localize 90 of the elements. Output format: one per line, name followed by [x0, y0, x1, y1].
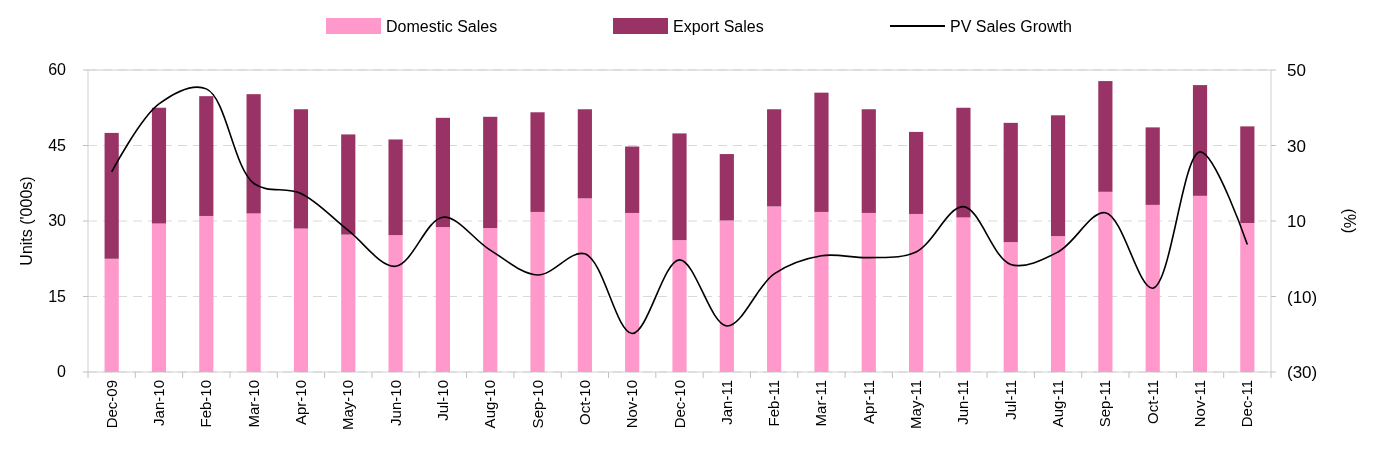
x-tick-label: Apr-10 [291, 380, 309, 426]
x-tick-label: Nov-10 [623, 380, 641, 429]
bar [909, 131, 924, 214]
bar [1192, 85, 1208, 196]
y2-tick-label: 30 [1287, 136, 1306, 156]
x-tick-label: Mar-11 [812, 380, 830, 427]
bar [1098, 191, 1113, 372]
bar [246, 213, 261, 372]
bar [1240, 223, 1255, 372]
legend-label: Export Sales [673, 18, 764, 35]
bar [104, 258, 119, 372]
x-tick-label: Jul-11 [1001, 380, 1019, 420]
bar [483, 228, 498, 372]
bar [530, 112, 545, 212]
bar [1192, 195, 1208, 372]
bar [1145, 204, 1160, 372]
x-tick-label: Sep-10 [528, 380, 546, 429]
x-tick-label: Oct-10 [575, 380, 593, 426]
bar [625, 212, 640, 372]
bar [151, 107, 167, 224]
bar [435, 117, 450, 228]
x-tick-label: May-10 [339, 380, 357, 431]
bar [199, 96, 214, 216]
bar [1050, 115, 1066, 237]
bar [672, 133, 687, 241]
bar [909, 213, 924, 372]
y2-tick-label: 10 [1287, 212, 1306, 231]
bar [388, 139, 403, 236]
bar [199, 215, 214, 372]
x-tick-label: Jun-10 [386, 380, 404, 426]
bar [246, 94, 261, 214]
bar [1003, 242, 1018, 372]
bar [293, 228, 309, 372]
x-tick-label: Dec-10 [670, 380, 688, 429]
x-tick-label: Mar-10 [244, 380, 262, 428]
x-tick-label: Jun-11 [954, 380, 972, 425]
x-tick-label: May-11 [907, 380, 925, 429]
bar [577, 198, 592, 372]
bar [861, 212, 876, 372]
bar [767, 206, 782, 372]
bar [104, 132, 119, 259]
bar [672, 240, 687, 372]
y-tick-label: 60 [48, 61, 67, 78]
x-tick-label: Jan-11 [717, 380, 735, 425]
x-tick-label: Apr-11 [859, 380, 877, 424]
bar [1145, 127, 1160, 205]
bar [293, 109, 309, 229]
bar [1003, 122, 1018, 243]
bar [861, 109, 876, 213]
bar [1050, 236, 1066, 372]
bar [435, 227, 450, 372]
y2-tick-label: 50 [1287, 61, 1306, 80]
bar [151, 223, 167, 372]
bar [814, 211, 829, 372]
x-tick-label: Aug-10 [481, 380, 499, 429]
bar [530, 211, 545, 372]
bar [956, 107, 971, 218]
bar [1098, 81, 1113, 192]
y-tick-label: 15 [48, 287, 67, 305]
x-tick-label: Jan-10 [149, 380, 167, 426]
y-axis-title: Units ('000s) [18, 176, 35, 266]
x-tick-label: Aug-11 [1049, 380, 1067, 428]
bar [956, 217, 971, 372]
bar [719, 154, 734, 221]
y2-axis-title: (%) [1341, 208, 1358, 234]
x-tick-label: Sep-11 [1096, 380, 1114, 428]
bar [483, 116, 498, 229]
bar [577, 109, 592, 199]
x-tick-label: Feb-11 [765, 380, 783, 427]
x-tick-label: Nov-11 [1191, 380, 1209, 428]
bar [767, 109, 782, 207]
y-tick-label: 30 [48, 212, 67, 229]
y-tick-label: 0 [57, 363, 67, 380]
bar [625, 146, 640, 213]
x-tick-label: Dec-11 [1238, 380, 1256, 428]
bar [814, 92, 829, 212]
x-tick-label: Jul-10 [433, 380, 451, 421]
y2-tick-label: (10) [1287, 287, 1318, 307]
bar [719, 220, 734, 372]
bar [341, 134, 356, 235]
bar [341, 234, 356, 372]
bar [1240, 126, 1255, 224]
x-tick-label: Feb-10 [197, 380, 215, 428]
legend-label: PV Sales Growth [950, 18, 1072, 35]
bar [388, 235, 403, 372]
y2-tick-label: (30) [1287, 363, 1318, 382]
x-tick-label: Dec-09 [102, 380, 120, 429]
legend-label: Domestic Sales [386, 18, 498, 35]
x-tick-label: Oct-11 [1143, 380, 1161, 424]
y-tick-label: 45 [48, 136, 67, 154]
